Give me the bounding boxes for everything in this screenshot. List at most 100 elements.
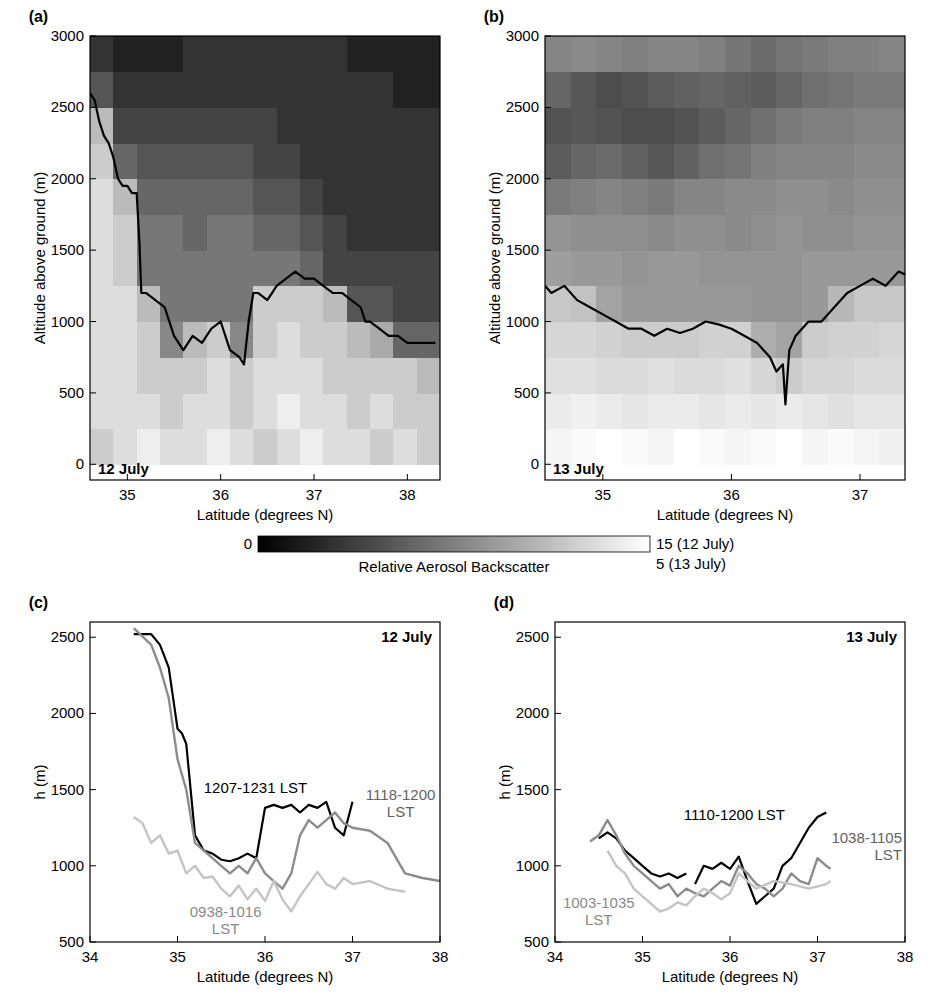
heatmap-cell — [545, 36, 571, 72]
date-label: 13 July — [846, 628, 898, 645]
heatmap-cell — [545, 214, 571, 250]
heatmap-cell — [417, 286, 440, 322]
heatmap-cell — [648, 36, 674, 72]
heatmap-cell — [699, 250, 725, 286]
y-tick-label: 500 — [524, 933, 549, 950]
heatmap-cell — [323, 250, 347, 286]
heatmap-cell — [417, 72, 440, 108]
x-tick-label: 35 — [119, 486, 136, 503]
heatmap-cell — [802, 72, 828, 108]
date-label: 12 July — [381, 628, 433, 645]
heatmap-cell — [323, 429, 347, 465]
y-tick — [90, 107, 96, 108]
colorbar-bar — [258, 536, 650, 552]
heatmap-cell — [545, 179, 571, 215]
heatmap-cell — [854, 214, 880, 250]
heatmap-cell — [596, 179, 622, 215]
heatmap-cell — [571, 143, 597, 179]
y-tick-label: 500 — [59, 933, 84, 950]
heatmap-cell — [90, 393, 114, 429]
heatmap-cell — [230, 429, 254, 465]
heatmap-cell — [183, 429, 207, 465]
heatmap-cell — [347, 36, 371, 72]
heatmap-cell — [699, 429, 725, 465]
y-tick-label: 3000 — [51, 27, 84, 44]
heatmap-cell — [277, 250, 301, 286]
heatmap-cell — [674, 286, 700, 322]
x-tick-label: 37 — [306, 486, 323, 503]
heatmap-cell — [674, 36, 700, 72]
heatmap-cell — [545, 357, 571, 393]
heatmap-cell — [253, 72, 277, 108]
heatmap-cell — [751, 179, 777, 215]
heatmap-cell — [347, 250, 371, 286]
heatmap-cell — [417, 357, 440, 393]
heatmap-cell — [113, 357, 137, 393]
heatmap-cell — [253, 179, 277, 215]
y-tick — [90, 713, 96, 714]
heatmap-cell — [277, 429, 301, 465]
heatmap-cell — [113, 322, 137, 358]
heatmap-cell — [393, 429, 417, 465]
heatmap-cell — [417, 143, 440, 179]
heatmap-cell — [674, 393, 700, 429]
heatmap-cell — [137, 36, 161, 72]
heatmap-cell — [879, 393, 905, 429]
heatmap-cell — [648, 357, 674, 393]
heatmap-cell — [90, 214, 114, 250]
heatmap-cell — [323, 143, 347, 179]
series-label-line: LST — [212, 920, 240, 937]
heatmap-cell — [347, 393, 371, 429]
heatmap-cell — [347, 429, 371, 465]
heatmap-cell — [347, 214, 371, 250]
heatmap-cell — [596, 322, 622, 358]
heatmap-cell — [545, 322, 571, 358]
x-tick — [731, 474, 732, 480]
date-label: 13 July — [553, 460, 605, 477]
series-label: 1038-1105LST — [831, 829, 902, 863]
x-axis-title: Latitude (degrees N) — [197, 506, 334, 523]
heatmap-cell — [253, 214, 277, 250]
heatmap-cell — [183, 393, 207, 429]
panel-letter: (c) — [29, 594, 49, 611]
heatmap-cell — [393, 250, 417, 286]
x-tick-label: 37 — [852, 486, 869, 503]
heatmap-cell — [90, 72, 114, 108]
heatmap-cell — [751, 429, 777, 465]
heatmap-cell — [230, 143, 254, 179]
heatmap-cell — [417, 36, 440, 72]
heatmap-cell — [277, 143, 301, 179]
heatmap-cell — [160, 250, 184, 286]
heatmap-cell — [699, 393, 725, 429]
heatmap-cell — [230, 72, 254, 108]
y-tick — [545, 464, 551, 465]
heatmap-cell — [828, 250, 854, 286]
heatmap-cell — [879, 286, 905, 322]
y-tick-label: 2500 — [506, 98, 539, 115]
heatmap-cell — [776, 250, 802, 286]
heatmap-cell — [854, 36, 880, 72]
heatmap-cell — [277, 72, 301, 108]
heatmap-cell — [207, 107, 231, 143]
heatmap-cell — [751, 36, 777, 72]
y-tick-label: 1500 — [51, 241, 84, 258]
y-tick-label: 1000 — [51, 313, 84, 330]
heatmap-cell — [725, 357, 751, 393]
data-group — [90, 36, 440, 465]
heatmap-cell — [207, 36, 231, 72]
heatmap-cell — [802, 250, 828, 286]
heatmap-cell — [230, 36, 254, 72]
heatmap-cell — [879, 214, 905, 250]
heatmap-cell — [393, 72, 417, 108]
heatmap-cell — [776, 143, 802, 179]
heatmap-cell — [699, 179, 725, 215]
y-tick-label: 2500 — [51, 98, 84, 115]
heatmap-cell — [90, 322, 114, 358]
y-tick-label: 0 — [531, 455, 539, 472]
y-tick — [555, 865, 561, 866]
data-group — [134, 628, 440, 911]
panel-2: 34353637385001000150020002500Latitude (d… — [29, 594, 449, 985]
heatmap-cell — [277, 107, 301, 143]
heatmap-cell — [854, 286, 880, 322]
y-tick-label: 2000 — [51, 170, 84, 187]
